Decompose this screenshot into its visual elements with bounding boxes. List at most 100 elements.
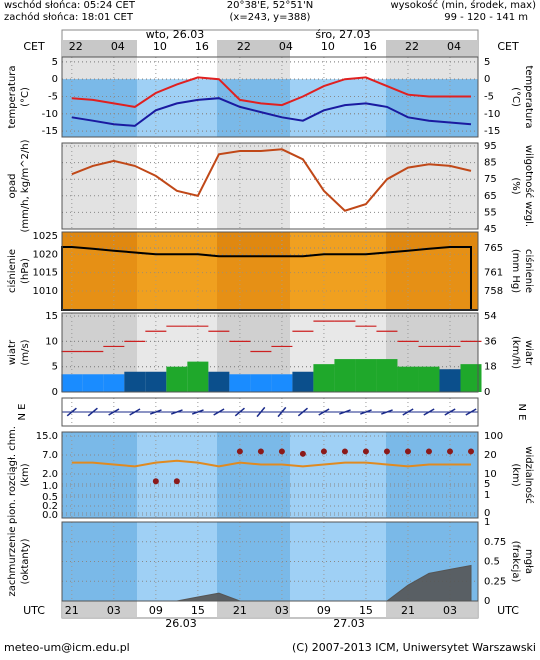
cloud-dot — [425, 448, 432, 455]
coords: 20°38'E, 52°51'N — [227, 0, 314, 11]
cet-hour: 04 — [279, 40, 293, 53]
cet-hour: 22 — [405, 40, 419, 53]
y-tick-label: 5 — [52, 362, 58, 373]
utc-hour: 03 — [443, 604, 457, 617]
axis-label-right: (%) — [510, 177, 521, 194]
y-tick-label: 1.0 — [42, 481, 58, 492]
axis-label-left: ciśnienie — [6, 249, 18, 293]
cet-hour: 16 — [195, 40, 209, 53]
panel-frame — [61, 56, 479, 138]
elevation: 99 - 120 - 141 m — [444, 12, 528, 23]
cloud-dot — [299, 450, 306, 457]
grid-pos: (x=243, y=388) — [230, 12, 311, 23]
axis-label-right: wiatr — [523, 340, 534, 366]
axis-label-right: (km/h) — [510, 336, 521, 369]
night-band — [386, 40, 478, 57]
wind-bar — [208, 371, 230, 392]
cet-label: CET — [497, 40, 519, 53]
utc-hour: 15 — [191, 604, 205, 617]
copyright: (C) 2007-2013 ICM, Uniwersytet Warszawsk… — [292, 641, 536, 654]
axis-label-right: wilgotność wzgl. — [523, 145, 535, 227]
night-band — [62, 143, 137, 229]
y2-tick-label: 36 — [484, 336, 497, 347]
wind-arrow — [87, 407, 98, 417]
wind-arrow — [318, 408, 330, 416]
night-band — [217, 143, 290, 229]
axis-label-right: ciśnienie — [523, 249, 535, 293]
y-tick-label: 1015 — [33, 268, 58, 279]
night-band — [386, 143, 478, 229]
date-label: 27.03 — [333, 617, 365, 630]
cloud-dot — [320, 448, 327, 455]
y2-tick-label: 55 — [484, 207, 497, 218]
y-tick-label: 15 — [45, 311, 58, 322]
date-label: 26.03 — [165, 617, 197, 630]
wind-arrow — [402, 408, 414, 416]
cet-hour: 04 — [111, 40, 125, 53]
y2-tick-label: 0 — [484, 74, 490, 85]
cet-hour: 22 — [69, 40, 83, 53]
y2-tick-label: -10 — [484, 109, 500, 120]
axis-label-right: (°C) — [510, 87, 521, 107]
night-band — [62, 40, 137, 57]
night-band — [62, 232, 137, 310]
wind-bar — [313, 364, 335, 392]
night-band — [217, 522, 290, 601]
axis-label-left: wiatr — [7, 339, 18, 365]
y-tick-label: 5 — [52, 57, 58, 68]
y-tick-label: 0 — [52, 74, 58, 85]
y-tick-label: -15 — [42, 126, 58, 137]
cloud-dot — [173, 478, 180, 485]
axis-label-left: temperatura — [7, 65, 18, 128]
night-band — [386, 232, 478, 310]
axis-label-left: opad — [7, 174, 18, 199]
axis-label-left: (hPa) — [20, 258, 31, 284]
utc-hour: 03 — [107, 604, 121, 617]
y2-tick-label: 1 — [484, 517, 490, 528]
cloud-dot — [341, 448, 348, 455]
y2-tick-label: 5 — [484, 479, 490, 490]
y2-tick-label: 761 — [484, 268, 503, 279]
y-tick-label: 7.0 — [42, 450, 58, 461]
utc-hour: 03 — [275, 604, 289, 617]
axis-label-right: N E — [516, 404, 527, 421]
line — [71, 148, 472, 212]
axis-label-right: (mm Hg) — [510, 249, 521, 293]
utc-hour: 21 — [233, 604, 247, 617]
utc-label: UTC — [497, 604, 519, 617]
sunset: zachód słońca: 18:01 CET — [4, 11, 134, 23]
wind-arrow — [381, 409, 393, 415]
y-tick-label: 1010 — [33, 286, 58, 297]
y-tick-label: -10 — [42, 109, 58, 120]
wind-bar — [166, 366, 188, 392]
line — [71, 76, 471, 108]
y-tick-label: 0.2 — [42, 501, 58, 512]
wind-arrow — [256, 406, 266, 418]
wind-bar — [418, 366, 440, 392]
area — [61, 245, 478, 311]
y2-tick-label: 5 — [484, 57, 490, 68]
y-tick-label: 1020 — [33, 249, 58, 260]
cloud-dot — [152, 478, 159, 485]
cloud-dot — [236, 448, 243, 455]
cloud-dot — [467, 448, 474, 455]
axis-label-left: (mm/h, kg/m^2/h) — [20, 139, 31, 232]
y2-tick-label: 95 — [484, 141, 497, 152]
y2-tick-label: 10 — [484, 469, 497, 480]
wind-arrow — [129, 408, 141, 416]
cloud-dot — [257, 448, 264, 455]
night-band — [62, 522, 137, 601]
line — [71, 459, 471, 468]
wind-arrow — [465, 408, 477, 416]
axis-label-right: (km) — [510, 463, 521, 486]
wind-arrow — [423, 408, 435, 416]
axis-label-left: (oktanty) — [20, 538, 31, 584]
panel — [61, 521, 479, 602]
panel-frame — [61, 397, 479, 427]
y2-tick-label: 0.75 — [484, 537, 506, 548]
cet-hour: 22 — [237, 40, 251, 53]
night-band — [386, 601, 478, 618]
wind-bar — [292, 371, 314, 392]
line — [71, 97, 472, 127]
